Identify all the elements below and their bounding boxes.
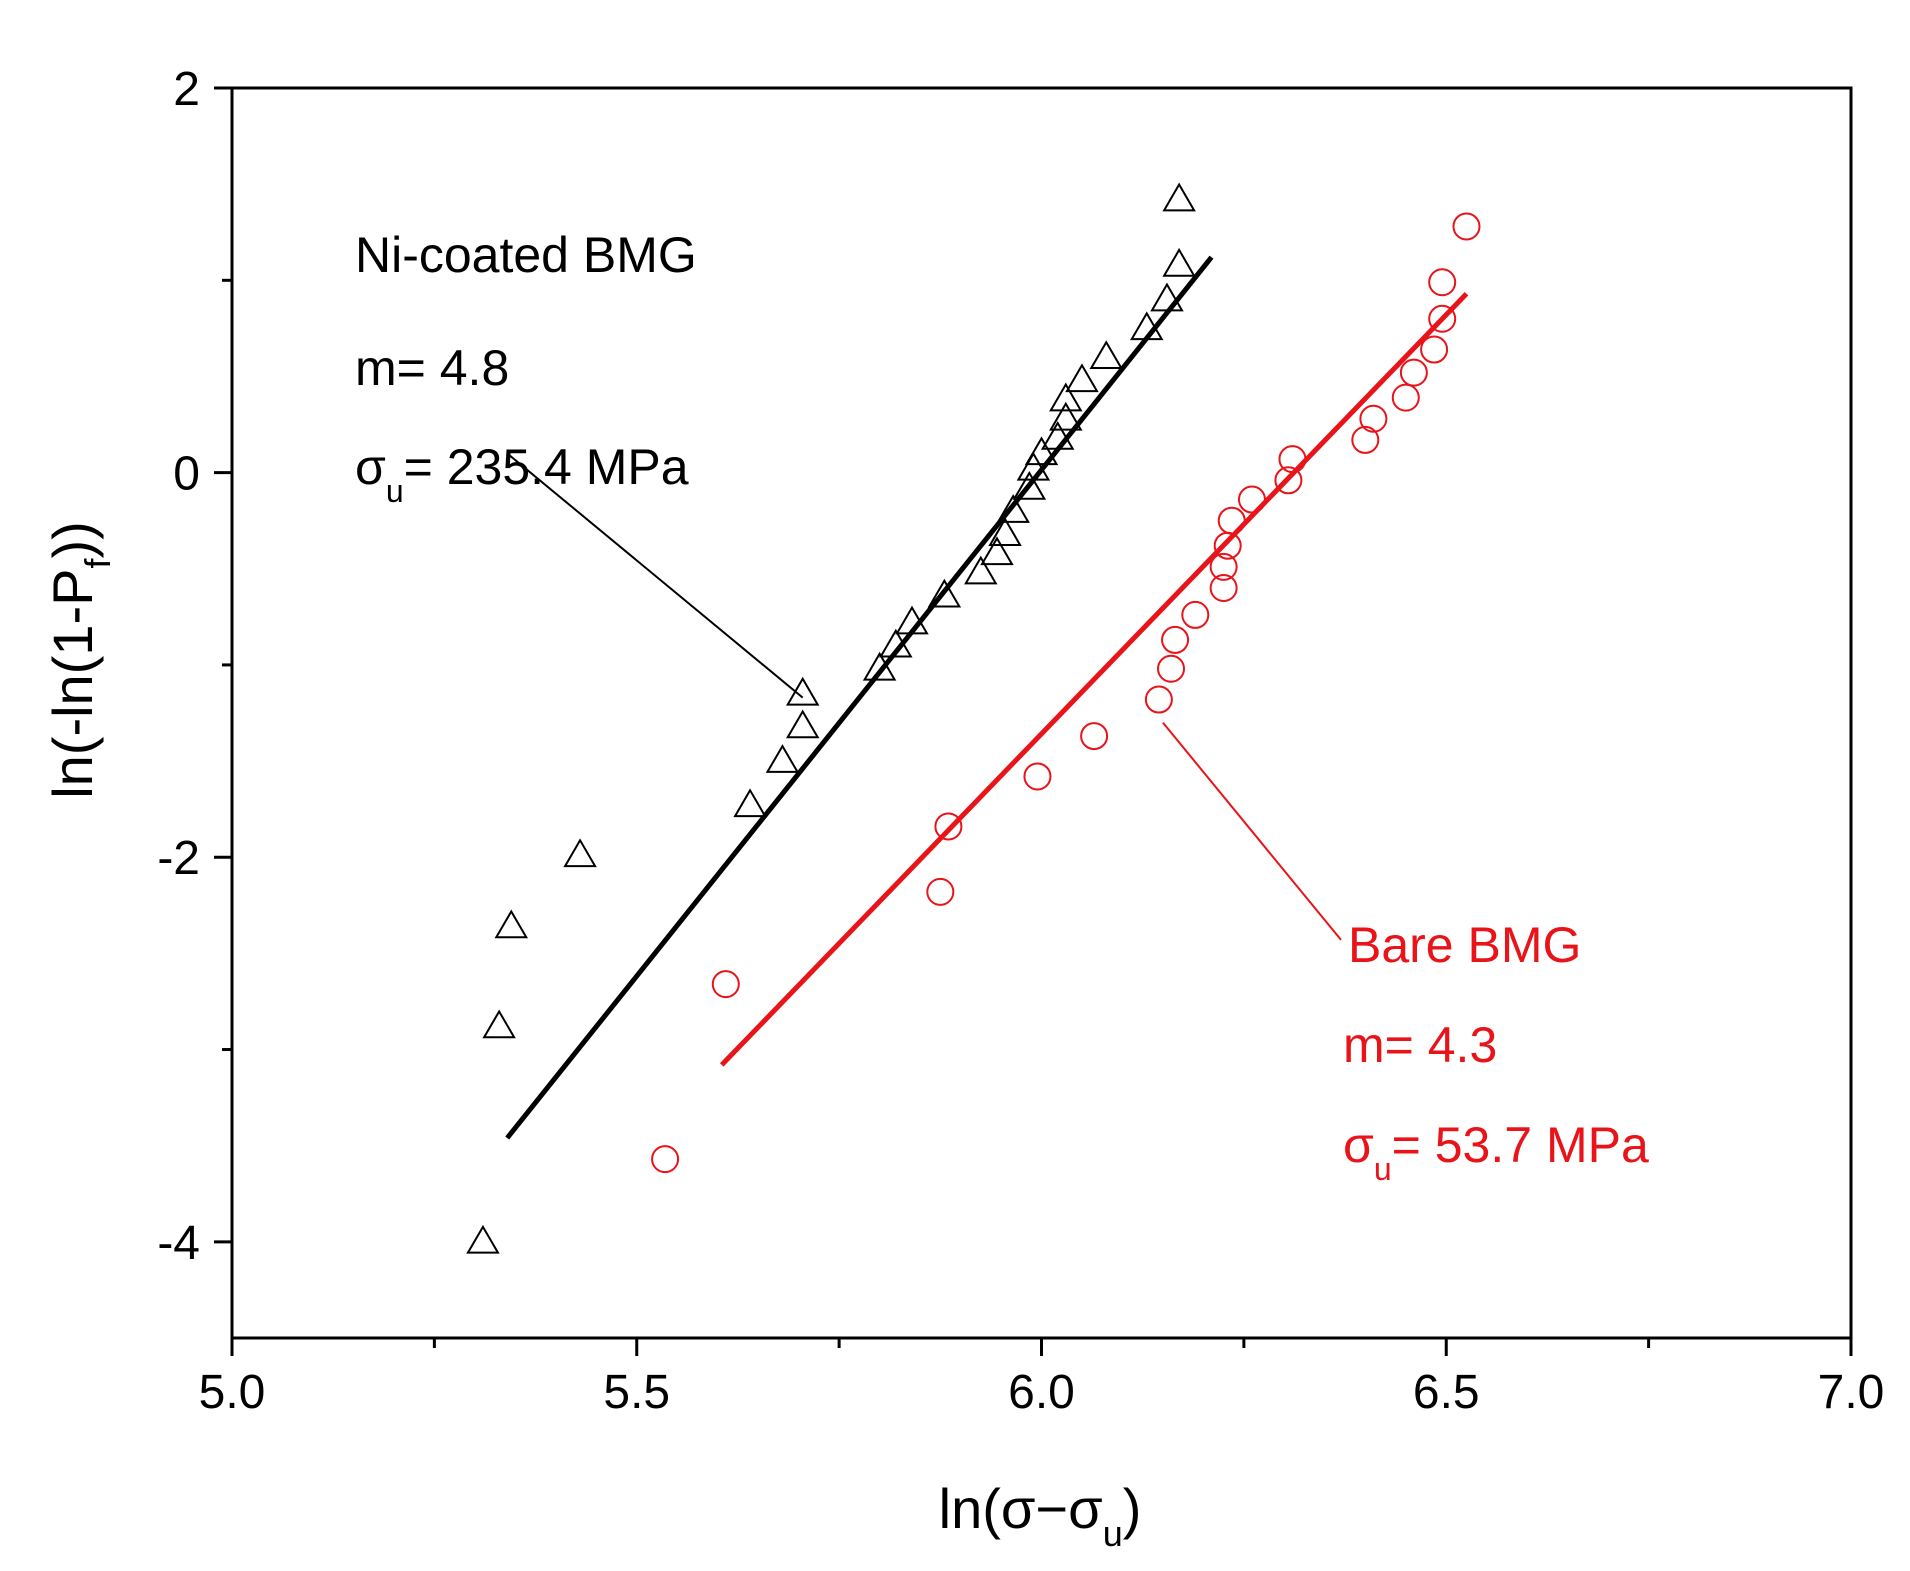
ni-coated-point xyxy=(862,651,897,681)
bare-point xyxy=(1237,485,1266,514)
bare-point xyxy=(1023,762,1052,791)
ni-coated-point xyxy=(895,605,929,635)
x-tick-label: 7.0 xyxy=(1818,1366,1885,1419)
x-tick-label: 6.5 xyxy=(1413,1366,1480,1419)
x-axis-label-main: ln(σ−σ xyxy=(939,1477,1103,1540)
ni-coated-point xyxy=(879,628,913,658)
ni-coated-point xyxy=(1065,363,1099,393)
ni-coated-point xyxy=(733,788,767,818)
ni-coated-fit-line xyxy=(505,255,1214,1140)
bare-point xyxy=(1274,466,1303,495)
y-tick-label: 0 xyxy=(173,448,200,501)
bare-point xyxy=(1209,552,1238,581)
ni-m-value: m= 4.8 xyxy=(355,340,509,396)
ni-coated-point xyxy=(494,909,529,939)
ni-coated-point xyxy=(1012,471,1047,500)
y-axis-label-sub: f xyxy=(77,558,118,569)
ni-coated-point xyxy=(785,709,820,739)
x-axis-label-sub: u xyxy=(1103,1513,1123,1554)
bare-sigma-sub: u xyxy=(1374,1151,1392,1187)
bare-point xyxy=(1420,335,1449,364)
ni-leader-line xyxy=(506,452,804,699)
x-tick-label: 6.0 xyxy=(1008,1366,1075,1419)
bare-point xyxy=(1399,358,1428,387)
ni-coated-point xyxy=(1049,382,1083,412)
y-axis-label-main: ln(-ln(1-P xyxy=(41,569,104,799)
ni-coated-point xyxy=(980,536,1014,566)
x-tick-label: 5.0 xyxy=(199,1366,266,1419)
y-tick-label: -2 xyxy=(157,832,200,885)
bare-sigma-value: = 53.7 MPa xyxy=(1392,1117,1649,1173)
ni-coated-point xyxy=(988,517,1022,546)
bare-point xyxy=(934,812,963,841)
ni-coated-point xyxy=(1089,340,1123,370)
bare-point xyxy=(1144,685,1173,714)
x-tick-label: 5.5 xyxy=(603,1366,670,1419)
ni-sigma-symbol: σ xyxy=(355,439,386,495)
ni-sigma-value: = 235.4 MPa xyxy=(404,439,689,495)
fit-lines xyxy=(505,255,1469,1140)
bare-point xyxy=(1209,574,1238,602)
ni-coated-point xyxy=(964,555,998,585)
ni-coated-point xyxy=(996,494,1030,523)
bare-point xyxy=(926,877,955,906)
ni-coated-point xyxy=(927,578,962,608)
x-axis-label: ln(σ−σu) xyxy=(939,1477,1142,1554)
bare-point xyxy=(1217,506,1246,535)
bare-point xyxy=(1181,600,1210,629)
y-axis-label-close: )) xyxy=(41,521,104,558)
ni-coated-point xyxy=(1016,451,1051,481)
bare-point xyxy=(651,1145,680,1174)
bare-point xyxy=(1359,404,1388,433)
ni-annotation: Ni-coated BMG m= 4.8 σu= 235.4 MPa xyxy=(355,227,697,509)
bare-annotation: Bare BMG m= 4.3 σu= 53.7 MPa xyxy=(1343,917,1649,1187)
ni-coated-point xyxy=(1024,436,1059,466)
bare-point xyxy=(711,970,740,999)
bare-fit-line xyxy=(719,292,1469,1067)
x-axis-label-close: ) xyxy=(1123,1477,1142,1540)
data-points xyxy=(466,182,1481,1254)
y-tick-label: 2 xyxy=(173,63,200,116)
ni-sigma-label: σu= 235.4 MPa xyxy=(355,439,689,509)
ni-coated-point xyxy=(1129,311,1164,341)
ni-coated-point xyxy=(765,744,800,773)
annotation-leaders xyxy=(506,452,1342,941)
ni-coated-point xyxy=(466,1224,500,1254)
ni-coated-point xyxy=(1162,247,1196,277)
bare-point xyxy=(1351,425,1380,454)
ni-coated-point xyxy=(1049,401,1083,431)
bare-point xyxy=(1080,722,1109,751)
y-tick-label: -4 xyxy=(157,1217,200,1270)
y-axis-label: ln(-ln(1-Pf)) xyxy=(41,521,118,799)
bare-point xyxy=(1428,268,1457,297)
ni-sigma-sub: u xyxy=(386,473,404,509)
ni-coated-point xyxy=(1162,182,1196,212)
ni-title: Ni-coated BMG xyxy=(355,227,697,283)
axes: 5.0 5.5 6.0 6.5 7.0 2 0 -2 -4 xyxy=(157,63,1884,1419)
bare-point xyxy=(1428,304,1457,333)
bare-title: Bare BMG xyxy=(1348,917,1581,973)
bare-point xyxy=(1452,212,1481,241)
bare-point xyxy=(1161,625,1190,654)
bare-sigma-symbol: σ xyxy=(1343,1117,1374,1173)
ni-coated-point xyxy=(563,838,597,868)
bare-sigma-label: σu= 53.7 MPa xyxy=(1343,1117,1649,1187)
bare-m-value: m= 4.3 xyxy=(1343,1017,1497,1073)
ni-coated-point xyxy=(482,1009,516,1039)
ni-coated-point xyxy=(1150,282,1184,312)
bare-leader-line xyxy=(1162,721,1342,941)
ni-coated-point xyxy=(1040,421,1075,450)
bare-point xyxy=(1391,383,1420,412)
bare-point xyxy=(1278,445,1307,474)
bare-point xyxy=(1157,654,1186,683)
